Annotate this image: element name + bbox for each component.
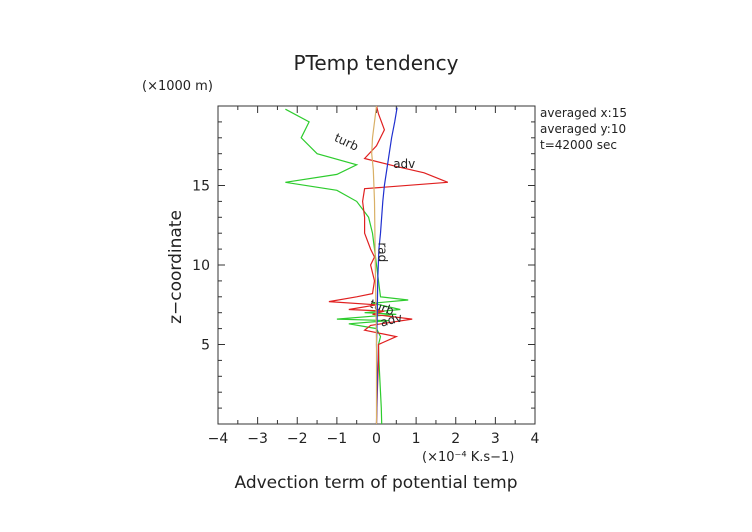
y-tick-label: 10 [192,258,210,274]
annotations: averaged x:15 averaged y:10 t=42000 sec [540,106,627,152]
series-label-adv: adv [379,310,404,329]
x-tick-label: 4 [531,431,540,447]
x-tick-label: 2 [451,431,460,447]
series-label-adv: adv [393,157,415,171]
series-line-unnamed [371,105,378,424]
annotation-text: averaged y:10 [540,122,626,136]
series-label-rad: rad [375,242,389,262]
annotation-text: averaged x:15 [540,106,627,120]
series-line-adv [328,105,449,425]
x-tick-label: −1 [327,431,348,447]
x-tick-label: 0 [372,431,381,447]
y-unit-label: (×1000 m) [142,79,213,94]
chart-title: PTemp tendency [293,51,458,75]
x-tick-label: 3 [491,431,500,447]
y-tick-label: 5 [201,338,210,354]
annotation-text: t=42000 sec [540,138,617,152]
y-tick-label: 15 [192,179,210,195]
x-tick-label: −3 [247,431,268,447]
series-line-turb [285,108,409,425]
x-tick-label: −2 [287,431,308,447]
x-tick-label: −4 [208,431,229,447]
x-unit-label: (×10⁻⁴ K.s−1) [422,450,514,465]
y-axis-title: z−coordinate [166,210,186,324]
x-tick-label: 1 [412,431,421,447]
x-axis-title: Advection term of potential temp [234,473,517,493]
series-label-turb: turb [332,131,360,154]
